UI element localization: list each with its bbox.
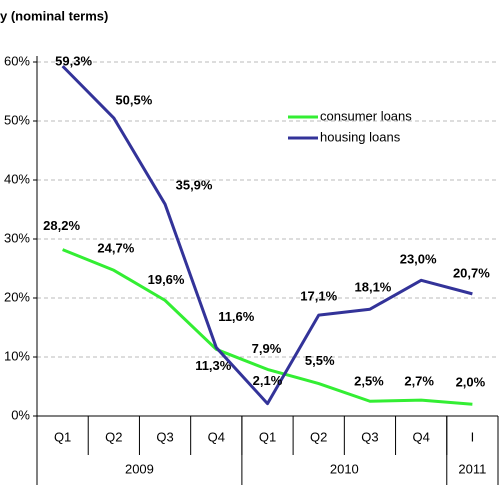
y-tick-label: 40% [4, 171, 30, 186]
y-tick-label: 30% [4, 230, 30, 245]
value-label: 50,5% [115, 92, 152, 107]
y-tick-label: 10% [4, 348, 30, 363]
value-label: 35,9% [176, 178, 213, 193]
series-line [61, 65, 473, 406]
y-tick-label: 50% [4, 112, 30, 127]
chart-title: y (nominal terms) [0, 8, 108, 23]
x-group-label: 2010 [330, 461, 359, 476]
x-group-label: 2009 [125, 461, 154, 476]
x-group-label: 2011 [458, 461, 486, 476]
value-label: 18,1% [355, 280, 392, 295]
value-label: 20,7% [453, 265, 490, 280]
legend-label: consumer loans [320, 108, 412, 123]
value-label: 5,5% [305, 353, 335, 368]
x-tick-label: Q2 [105, 429, 122, 444]
x-tick-label: Q4 [208, 429, 225, 444]
value-label: 23,0% [400, 252, 437, 267]
x-tick-label: I [471, 429, 475, 444]
value-label: 2,1% [253, 373, 283, 388]
value-label: 28,2% [43, 218, 80, 233]
value-label: 17,1% [300, 289, 337, 304]
x-tick-label: Q1 [259, 429, 276, 444]
value-label: 19,6% [148, 272, 185, 287]
x-tick-label: Q1 [54, 429, 71, 444]
y-tick-label: 20% [4, 289, 30, 304]
x-tick-label: Q3 [361, 429, 378, 444]
y-tick-label: 60% [4, 53, 30, 68]
y-tick-label: 0% [11, 407, 30, 422]
value-label: 2,0% [456, 375, 486, 390]
value-label: 2,5% [354, 374, 384, 389]
x-tick-label: Q3 [156, 429, 173, 444]
x-tick-label: Q4 [412, 429, 429, 444]
value-label: 59,3% [55, 54, 92, 69]
legend-label: housing loans [320, 129, 401, 144]
series-line [62, 248, 473, 406]
value-label: 11,6% [218, 309, 255, 324]
value-label: 2,7% [404, 374, 434, 389]
value-label: 11,3% [195, 358, 232, 373]
value-label: 24,7% [97, 241, 134, 256]
value-label: 7,9% [252, 341, 282, 356]
x-tick-label: Q2 [310, 429, 327, 444]
